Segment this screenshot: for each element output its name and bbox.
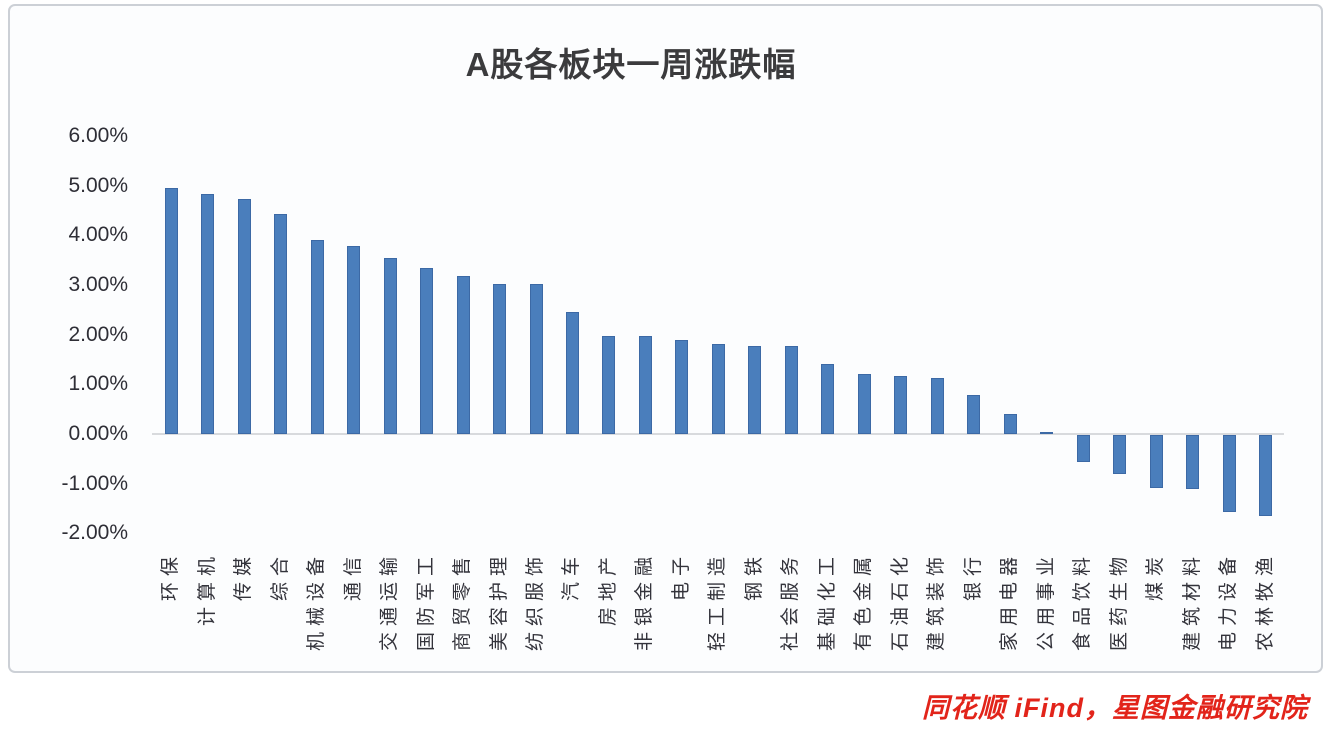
x-category-label: 机械设备 — [306, 551, 328, 652]
bar — [456, 276, 470, 434]
bar — [638, 336, 652, 434]
x-category-label: 综合 — [269, 551, 291, 602]
bar — [1040, 432, 1054, 434]
chart-frame — [8, 4, 1323, 673]
x-category-label: 电力设备 — [1218, 551, 1240, 652]
bar — [383, 258, 397, 434]
bar — [1076, 435, 1090, 462]
bar — [529, 283, 543, 434]
bar — [1149, 435, 1163, 489]
x-category-label: 国防军工 — [415, 551, 437, 652]
bar — [493, 283, 507, 434]
x-category-label: 银行 — [962, 551, 984, 602]
bar — [310, 240, 324, 434]
bar — [164, 187, 178, 434]
x-category-label: 计算机 — [196, 551, 218, 627]
bar — [1113, 435, 1127, 475]
x-category-label: 汽车 — [561, 551, 583, 602]
y-tick-label: -2.00% — [61, 521, 128, 545]
x-category-label: 传媒 — [233, 551, 255, 602]
chart-title: A股各板块一周涨跌幅 — [465, 46, 797, 83]
bar — [347, 246, 361, 434]
x-category-label: 农林牧渔 — [1254, 551, 1276, 652]
bar — [894, 375, 908, 434]
x-category-label: 家用电器 — [999, 551, 1021, 652]
bar — [565, 312, 579, 434]
y-tick-label: 2.00% — [68, 322, 128, 346]
y-tick-label: 6.00% — [68, 123, 128, 147]
bar — [857, 374, 871, 434]
x-category-label: 交通运输 — [379, 551, 401, 652]
x-category-label: 石油石化 — [889, 551, 911, 652]
y-tick-label: 3.00% — [68, 272, 128, 296]
bar — [748, 345, 762, 434]
x-category-label: 公用事业 — [1035, 551, 1057, 652]
bar — [420, 268, 434, 434]
x-category-label: 房地产 — [597, 551, 619, 627]
bar — [602, 335, 616, 434]
y-tick-label: 5.00% — [68, 173, 128, 197]
x-category-label: 环保 — [160, 551, 182, 602]
bar — [784, 346, 798, 434]
bar — [1003, 414, 1017, 434]
x-category-label: 医药生物 — [1108, 551, 1130, 652]
source-watermark: 同花顺 iFind，星图金融研究院 — [922, 693, 1308, 723]
x-category-label: 煤炭 — [1145, 551, 1167, 602]
y-tick-label: 1.00% — [68, 372, 128, 396]
bar — [930, 378, 944, 434]
y-tick-label: -1.00% — [61, 471, 128, 495]
x-category-label: 通信 — [342, 551, 364, 602]
x-category-label: 建筑装饰 — [926, 551, 948, 652]
x-category-label: 食品饮料 — [1072, 551, 1094, 652]
x-category-label: 美容护理 — [488, 551, 510, 652]
x-category-label: 轻工制造 — [707, 551, 729, 652]
bar — [675, 339, 689, 434]
x-category-label: 纺织服饰 — [525, 551, 546, 652]
bar — [201, 193, 215, 434]
x-category-label: 建筑材料 — [1181, 551, 1203, 652]
bar — [711, 343, 725, 434]
x-category-label: 钢铁 — [743, 551, 765, 602]
x-category-label: 有色金属 — [853, 551, 875, 652]
bar — [967, 394, 981, 434]
x-category-label: 社会服务 — [780, 551, 802, 652]
x-category-label: 非银金融 — [634, 551, 656, 652]
bar — [1222, 435, 1236, 513]
y-tick-label: 0.00% — [68, 422, 128, 445]
x-category-label: 商贸零售 — [452, 551, 474, 652]
bar — [1259, 435, 1273, 516]
x-category-label: 电子 — [670, 551, 692, 602]
bar — [821, 363, 835, 434]
zero-axis-line — [152, 433, 1284, 435]
y-tick-label: 4.00% — [68, 223, 128, 247]
x-category-label: 基础化工 — [816, 551, 838, 652]
bar — [237, 199, 251, 434]
bar — [274, 213, 288, 434]
bar — [1186, 435, 1200, 490]
